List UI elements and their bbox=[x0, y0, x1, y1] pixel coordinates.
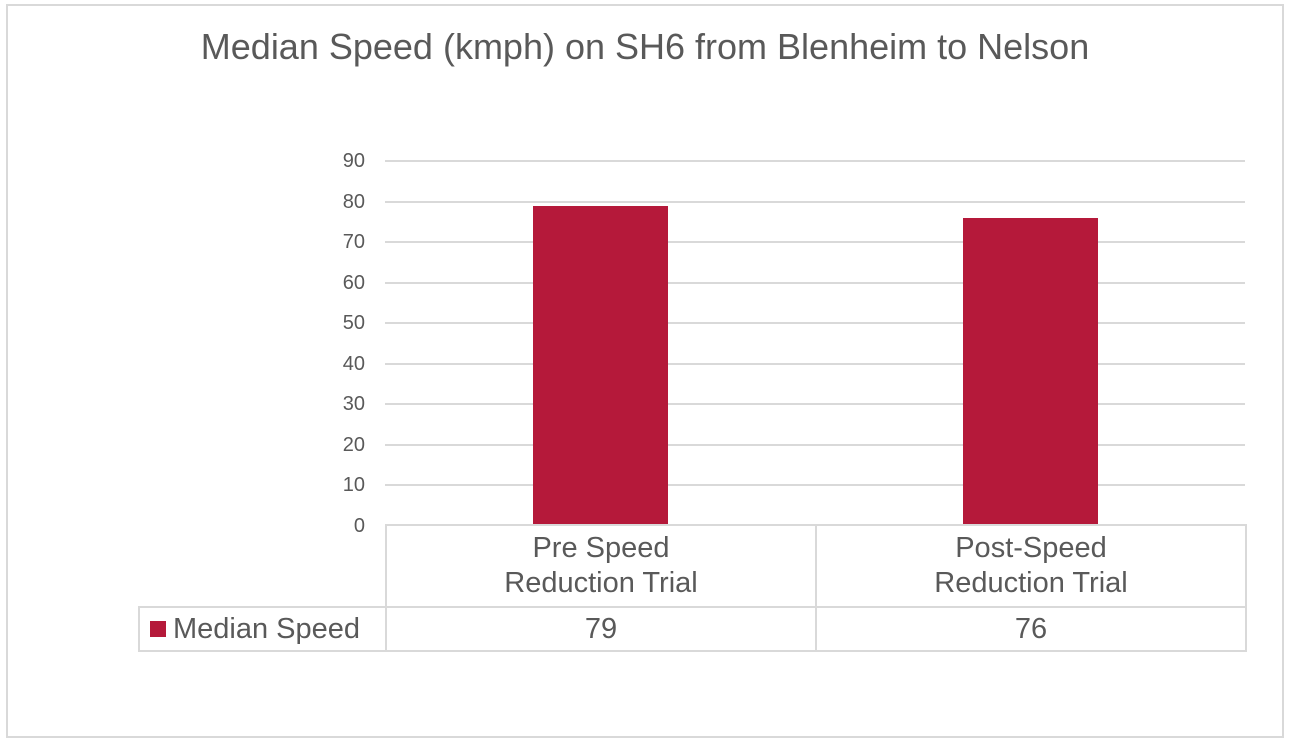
y-tick-label: 20 bbox=[342, 433, 365, 456]
category-label-post: Post-Speed Reduction Trial bbox=[815, 524, 1247, 608]
category-label-line: Reduction Trial bbox=[934, 567, 1128, 599]
y-tick-label: 90 bbox=[342, 150, 365, 172]
gridline bbox=[385, 241, 1245, 244]
gridline bbox=[385, 322, 1245, 325]
category-label-line: Post-Speed bbox=[955, 532, 1107, 564]
gridline bbox=[385, 160, 1245, 162]
gridline bbox=[385, 362, 1245, 365]
y-tick-label: 50 bbox=[342, 312, 365, 335]
category-label-line: Reduction Trial bbox=[504, 567, 698, 599]
bar-post bbox=[962, 217, 1098, 526]
value-text: 76 bbox=[1014, 612, 1048, 645]
category-label-line: Pre Speed bbox=[532, 532, 670, 564]
value-text: 79 bbox=[584, 612, 618, 645]
gridline bbox=[385, 443, 1245, 446]
chart-title: Median Speed (kmph) on SH6 from Blenheim… bbox=[200, 26, 1090, 67]
legend-swatch-icon bbox=[150, 621, 166, 637]
gridline bbox=[385, 281, 1245, 284]
y-tick-label: 60 bbox=[342, 271, 365, 294]
y-tick-label: 0 bbox=[353, 515, 365, 537]
legend-label: Median Speed bbox=[173, 612, 361, 645]
y-tick-label: 80 bbox=[342, 190, 365, 213]
plot-area bbox=[385, 160, 1245, 526]
legend-entry-median-speed: Median Speed bbox=[138, 606, 387, 652]
gridline bbox=[385, 200, 1245, 203]
y-tick-label: 10 bbox=[342, 474, 365, 497]
category-label-pre: Pre Speed Reduction Trial bbox=[385, 524, 817, 608]
y-tick-label: 40 bbox=[342, 352, 365, 375]
data-value-post: 76 bbox=[815, 606, 1247, 652]
data-value-pre: 79 bbox=[385, 606, 817, 652]
y-tick-label: 30 bbox=[342, 393, 365, 416]
gridline bbox=[385, 484, 1245, 487]
gridline bbox=[385, 403, 1245, 406]
y-tick-label: 70 bbox=[342, 231, 365, 254]
bar-pre bbox=[532, 205, 668, 526]
